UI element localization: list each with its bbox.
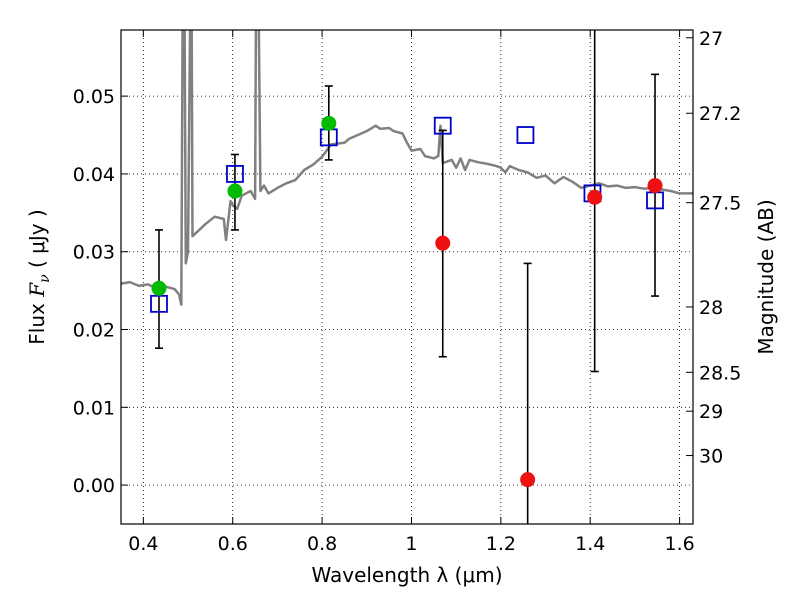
measurement-point	[587, 189, 603, 205]
y2-tick-label: 27.5	[699, 193, 741, 215]
y2-axis-title: Magnitude (AB)	[754, 199, 778, 354]
y-tick-label: 0.03	[73, 242, 115, 264]
detection-point	[227, 183, 243, 199]
y-axis-title-prefix: Flux	[25, 297, 49, 345]
plot-content	[121, 30, 693, 524]
x-tick-label: 0.6	[218, 533, 248, 555]
model-photometry-square	[150, 294, 168, 313]
y-tick-label: 0.05	[73, 86, 115, 108]
measurement-point	[435, 235, 451, 251]
y-axis-title-symbol: F	[25, 282, 49, 298]
gridlines	[121, 30, 693, 524]
y-axis-title-subscript: ν	[37, 274, 53, 283]
y2-tick-label: 28	[699, 297, 723, 319]
x-tick-label: 1	[405, 533, 417, 555]
y2-tick-label: 30	[699, 446, 723, 468]
x-tick-label: 1.6	[664, 533, 694, 555]
y-axis-title: Flux Fν ( μJy )	[25, 209, 53, 344]
plot-frame	[120, 29, 694, 525]
axis-ticks: 0.4 0.6 0.8 1 1.2 1.4 1.6 0.00 0.01 0.02 0.03 0.04 0…	[73, 28, 742, 555]
model-photometry-square	[226, 165, 244, 183]
y2-tick-label: 27.2	[699, 103, 741, 125]
x-tick-label: 0.4	[128, 533, 158, 555]
y-axis-title-suffix: ( μJy )	[25, 209, 49, 274]
measurement-point	[520, 472, 536, 488]
x-tick-label: 1.2	[486, 533, 516, 555]
y2-tick-label: 27	[699, 28, 723, 50]
y2-tick-label: 28.5	[699, 362, 741, 384]
y-tick-label: 0.01	[73, 397, 115, 419]
detection-point	[151, 280, 167, 296]
detection-point	[321, 115, 337, 131]
model-spectrum-line	[121, 30, 693, 306]
model-photometry-square	[433, 116, 452, 135]
plot-area	[121, 30, 693, 524]
y-tick-label: 0.04	[73, 164, 115, 186]
y-tick-label: 0.02	[73, 320, 115, 342]
x-tick-label: 1.4	[575, 533, 605, 555]
y2-tick-label: 29	[699, 401, 723, 423]
y-tick-label: 0.00	[73, 475, 115, 497]
model-photometry-square	[516, 126, 535, 144]
x-tick-label: 0.8	[307, 533, 337, 555]
x-axis-title: Wavelength λ (μm)	[311, 563, 502, 587]
measurement-point	[647, 178, 663, 194]
